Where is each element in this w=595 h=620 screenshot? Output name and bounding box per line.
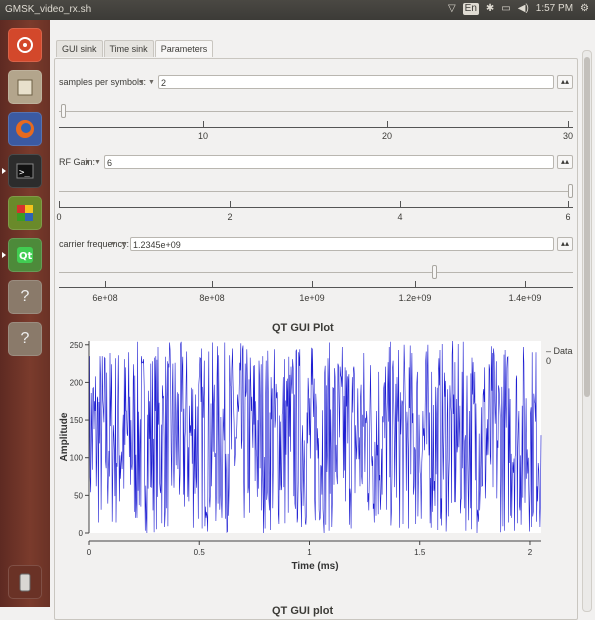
window-title: GMSK_video_rx.sh (5, 4, 92, 15)
axis-tick (230, 201, 231, 207)
axis-tick (400, 201, 401, 207)
legend-data-0[interactable]: – Data 0 (546, 346, 573, 366)
spin-down-icon[interactable]: ▼ (110, 241, 117, 248)
gear-icon[interactable]: ⚙ (580, 3, 589, 14)
tab-gui-sink[interactable]: GUI sink (56, 40, 103, 57)
sps-label: samples per symbols: (59, 77, 147, 87)
axis-tick-label: 6e+08 (92, 293, 118, 303)
svg-text:Qt: Qt (19, 251, 33, 262)
tab-bar: GUI sink Time sink Parameters (56, 40, 214, 57)
axis-tick-label: 8e+08 (199, 293, 225, 303)
axis-tick (415, 281, 416, 287)
y-axis-tick-label: 250 (70, 341, 84, 350)
axis-tick-label: 30 (562, 131, 574, 141)
sps-slider-track[interactable] (59, 111, 573, 112)
axis-tick (203, 121, 204, 127)
carrier-frequency-slider-handle[interactable] (432, 265, 437, 279)
software-center-icon[interactable] (8, 196, 42, 230)
firefox-icon[interactable] (8, 112, 42, 146)
spin-down-icon[interactable]: ▼ (148, 79, 155, 86)
vertical-scrollbar[interactable] (582, 50, 592, 612)
y-axis-tick-label: 100 (70, 454, 84, 463)
system-tray: ▽ En ✱ ▭ ◀) 1:57 PM ⚙ (448, 3, 589, 15)
sps-slider-handle[interactable] (61, 104, 66, 118)
parameters-panel: samples per symbols: ▼ ▼ 2 ▴▴ 10 20 30 RF … (54, 58, 578, 620)
y-axis-tick-label: 150 (70, 416, 84, 425)
qt-creator-icon[interactable]: Qt (2, 238, 42, 272)
axis-tick (59, 201, 60, 207)
x-axis-label: Time (ms) (291, 561, 338, 572)
axis-tick (387, 121, 388, 127)
launcher: >_ Qt ? ? (0, 20, 50, 607)
axis-tick-label: 6 (565, 212, 571, 222)
x-axis-tick-label: 2 (528, 548, 533, 557)
spin-down-icon[interactable]: ▼ (84, 159, 91, 166)
carrier-frequency-stepper[interactable]: ▴▴ (557, 237, 573, 251)
rf-gain-stepper[interactable]: ▴▴ (557, 155, 573, 169)
axis-tick-label: 4 (397, 212, 403, 222)
scrollbar-thumb[interactable] (584, 57, 590, 397)
dash-home-icon[interactable] (8, 28, 42, 62)
axis-tick-label: 2 (227, 212, 233, 222)
axis-tick (312, 281, 313, 287)
axis-tick (105, 281, 106, 287)
files-icon[interactable] (8, 70, 42, 104)
x-axis-tick-label: 0.5 (194, 548, 206, 557)
sps-value-field[interactable]: 2 (158, 75, 554, 89)
carrier-frequency-label: carrier frequency: (59, 239, 130, 249)
x-axis-tick-label: 1.5 (414, 548, 426, 557)
rf-gain-value-field[interactable]: 6 (104, 155, 554, 169)
trash-icon[interactable] (8, 565, 42, 599)
axis-tick-label: 1e+09 (299, 293, 325, 303)
top-panel: GMSK_video_rx.sh ▽ En ✱ ▭ ◀) 1:57 PM ⚙ (0, 0, 595, 20)
rf-gain-label: RF Gain: (59, 157, 96, 167)
spin-down-icon[interactable]: ▼ (120, 241, 127, 248)
axis-tick (525, 281, 526, 287)
axis-tick-label: 1.4e+09 (508, 293, 542, 303)
x-axis-tick-label: 0 (87, 548, 92, 557)
running-indicator (2, 252, 6, 258)
y-axis-tick-label: 50 (74, 491, 83, 500)
time-domain-plot[interactable]: 0 50 100 150 200 250 0 0.5 1 1.5 2 Time (ms) Amplitu… (55, 331, 577, 616)
application-window: GUI sink Time sink Parameters samples pe… (50, 20, 595, 620)
y-axis-label: Amplitude (59, 412, 70, 461)
svg-text:>_: >_ (19, 168, 30, 178)
keyboard-indicator[interactable]: En (462, 3, 479, 15)
battery-icon[interactable]: ▭ (501, 3, 511, 14)
axis-tick (568, 201, 569, 207)
spin-down-icon[interactable]: ▼ (94, 159, 101, 166)
series-data-0-line (88, 340, 542, 534)
x-axis-tick-label: 1 (307, 548, 312, 557)
axis-tick (212, 281, 213, 287)
sps-axis (59, 127, 573, 128)
sps-stepper[interactable]: ▴▴ (557, 75, 573, 89)
axis-tick-label: 0 (56, 212, 62, 222)
tab-parameters[interactable]: Parameters (154, 40, 214, 57)
unknown-app-icon[interactable]: ? (8, 322, 42, 356)
bluetooth-icon[interactable]: ✱ (485, 3, 495, 14)
network-icon[interactable]: ▽ (447, 3, 456, 14)
spin-down-icon[interactable]: ▼ (138, 79, 145, 86)
plot-title: QT GUI Plot (272, 322, 334, 334)
carrier-frequency-slider-track[interactable] (59, 272, 573, 273)
unknown-app-icon[interactable]: ? (8, 280, 42, 314)
rf-gain-slider-handle[interactable] (568, 184, 573, 198)
axis-tick-label: 20 (381, 131, 393, 141)
legend-label: Data 0 (546, 346, 573, 366)
tab-time-sink[interactable]: Time sink (103, 40, 154, 57)
running-indicator (2, 168, 6, 174)
axis-tick-label: 10 (197, 131, 209, 141)
y-axis-tick-label: 0 (79, 529, 84, 538)
clock[interactable]: 1:57 PM (535, 3, 574, 14)
volume-icon[interactable]: ◀) (517, 3, 529, 14)
carrier-frequency-axis (59, 287, 573, 288)
terminal-icon[interactable]: >_ (2, 154, 42, 188)
rf-gain-slider-track[interactable] (59, 191, 573, 192)
carrier-frequency-value-field[interactable]: 1.2345e+09 (130, 237, 554, 251)
axis-tick (568, 121, 569, 127)
rf-gain-axis (59, 207, 573, 208)
y-axis-tick-label: 200 (70, 378, 84, 387)
axis-tick-label: 1.2e+09 (398, 293, 432, 303)
